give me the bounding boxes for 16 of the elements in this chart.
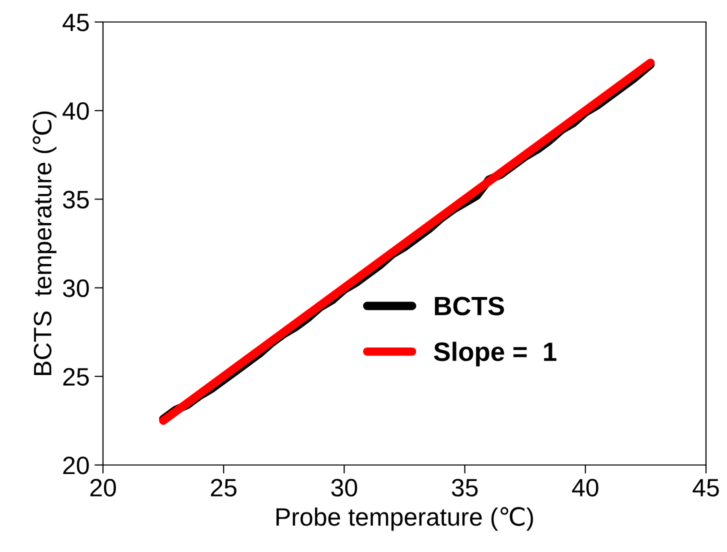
x-tick-label: 20 [90,478,116,497]
x-tick-label: 45 [692,479,719,497]
legend-label: Slope = 1 [434,342,556,366]
legend-label: BCTS [434,296,504,316]
y-tick-label: 25 [63,368,89,386]
y-axis-title: BCTS temperature (℃) [32,112,56,375]
x-tick-label: 30 [331,478,358,497]
y-tick-label: 20 [63,456,89,474]
y-tick-label: 30 [62,279,89,298]
x-axis-title: Probe temperature (℃) [276,507,534,531]
y-tick-label: 45 [62,14,89,32]
y-tick-label: 35 [62,190,89,209]
x-tick-label: 35 [452,478,478,497]
y-tick-label: 40 [62,102,89,120]
x-tick-label: 40 [572,478,598,497]
x-tick-label: 25 [210,478,236,497]
